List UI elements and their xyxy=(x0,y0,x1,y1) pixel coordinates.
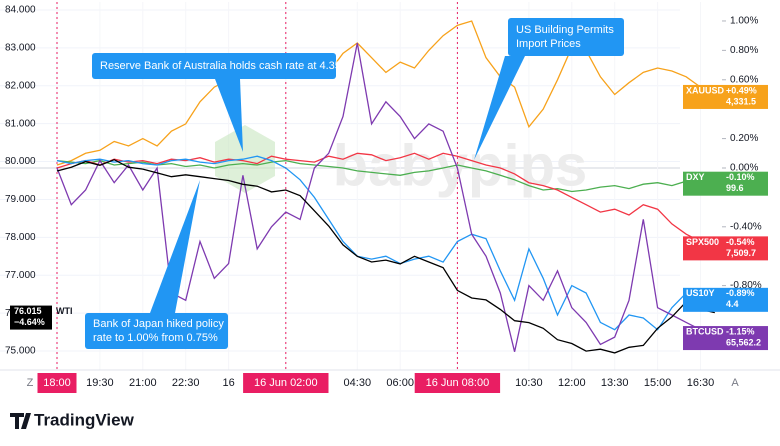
y-tick-label: 83.000 xyxy=(5,42,36,53)
price-tag xyxy=(683,326,768,351)
annotation-pointer xyxy=(150,180,200,313)
price-tag xyxy=(683,236,768,261)
brand-name: TradingView xyxy=(34,410,135,429)
series-line xyxy=(56,42,716,352)
series-name: WTI xyxy=(56,306,73,316)
price-tag xyxy=(683,84,768,109)
change-label: +0.49% xyxy=(726,85,757,95)
price-label: 4.4 xyxy=(726,299,739,309)
annotation-text: US Building Permits xyxy=(516,24,614,36)
y2-tick-label: 0.20% xyxy=(730,133,758,144)
x-tick-label: 16:30 xyxy=(687,377,715,389)
x-tick-label: 19:30 xyxy=(86,377,114,389)
x-tick-label: 06:00 xyxy=(386,377,414,389)
x-tick-label: 12:00 xyxy=(558,377,586,389)
y2-tick-label: -0.80% xyxy=(730,280,762,291)
price-tag xyxy=(683,171,768,196)
annotation-box xyxy=(92,53,336,79)
y-tick-label: 84.000 xyxy=(5,5,36,16)
annotation-text: Import Prices xyxy=(516,38,581,50)
y2-tick-label: 1.00% xyxy=(730,16,758,27)
series-name: SPX500 xyxy=(686,237,719,247)
series-line xyxy=(56,155,716,331)
series-line xyxy=(56,20,716,166)
x-tick-label: 16 Jun 08:00 xyxy=(426,377,490,389)
price-label: 4,331.5 xyxy=(726,96,756,106)
series-name: US10Y xyxy=(686,288,715,298)
x-tick-label: 04:30 xyxy=(344,377,372,389)
y2-tick-label: 0.80% xyxy=(730,45,758,56)
event-label-box xyxy=(37,373,77,393)
time-axis: 18:00 19:30 21:00 22:30 16 16 Jun 02:00 04:30 0… xyxy=(37,373,715,393)
brand-logo xyxy=(10,413,31,429)
annotation-pointer xyxy=(215,79,243,152)
series-line xyxy=(56,152,716,249)
y2-tick-label: -0.40% xyxy=(730,221,762,232)
change-label: -1.15% xyxy=(726,326,755,336)
annotation-text: rate to 1.00% from 0.75% xyxy=(93,332,218,344)
annotation-text: Reserve Bank of Australia holds cash rat… xyxy=(100,60,351,72)
change-label: −4.64% xyxy=(14,317,45,327)
annotation: Reserve Bank of Australia holds cash rat… xyxy=(92,53,351,152)
annotation-box xyxy=(508,18,624,56)
axis-button[interactable]: Z xyxy=(27,377,34,389)
y2-tick-label: 0.00% xyxy=(730,163,758,174)
annotation-pointer xyxy=(474,56,525,160)
series-name: XAUUSD xyxy=(686,85,725,95)
x-tick-label: 21:00 xyxy=(129,377,157,389)
brand: TradingView xyxy=(10,410,135,429)
x-tick-label: 22:30 xyxy=(172,377,200,389)
price-tag xyxy=(10,305,52,330)
price-label: 7,509.7 xyxy=(726,248,756,258)
price-tag xyxy=(683,287,768,312)
price-tags: XAUUSD +0.49%4,331.5 DXY -0.10%99.6 SPX500 -0… xyxy=(10,84,768,351)
y-tick-label: 75.000 xyxy=(5,346,36,357)
x-tick-label: 13:30 xyxy=(601,377,629,389)
event-label-box xyxy=(414,373,501,393)
y-tick-label: 79.000 xyxy=(5,194,36,205)
price-label: 76.015 xyxy=(14,306,42,316)
series-name: DXY xyxy=(686,172,705,182)
event-label-box xyxy=(243,373,329,393)
annotation: US Building Permits Import Prices xyxy=(474,18,624,160)
x-tick-label: 16 xyxy=(222,377,234,389)
y-tick-label: 80.000 xyxy=(5,156,36,167)
annotation-box xyxy=(85,313,228,349)
y-tick-label: 78.000 xyxy=(5,232,36,243)
price-label: 99.6 xyxy=(726,183,744,193)
x-tick-label: 10:30 xyxy=(515,377,543,389)
series-line xyxy=(56,158,715,354)
axis-button[interactable]: A xyxy=(731,377,739,389)
change-label: -0.89% xyxy=(726,288,755,298)
x-tick-label: 16 Jun 02:00 xyxy=(254,377,318,389)
x-tick-label: 15:00 xyxy=(644,377,672,389)
y2-tick-label: 0.60% xyxy=(730,74,758,85)
y-tick-label: 77.000 xyxy=(5,270,36,281)
series-name: BTCUSD xyxy=(686,326,724,336)
y-tick-label: 81.000 xyxy=(5,118,36,129)
x-tick-label: 18:00 xyxy=(43,377,71,389)
series-lines xyxy=(56,20,716,354)
annotation: Bank of Japan hiked policy rate to 1.00%… xyxy=(85,180,228,349)
annotation-text: Bank of Japan hiked policy xyxy=(93,318,224,330)
change-label: -0.54% xyxy=(726,237,755,247)
y-tick-label: 82.000 xyxy=(5,80,36,91)
price-label: 65,562.2 xyxy=(726,337,761,347)
series-line xyxy=(56,159,715,193)
change-label: -0.10% xyxy=(726,172,755,182)
